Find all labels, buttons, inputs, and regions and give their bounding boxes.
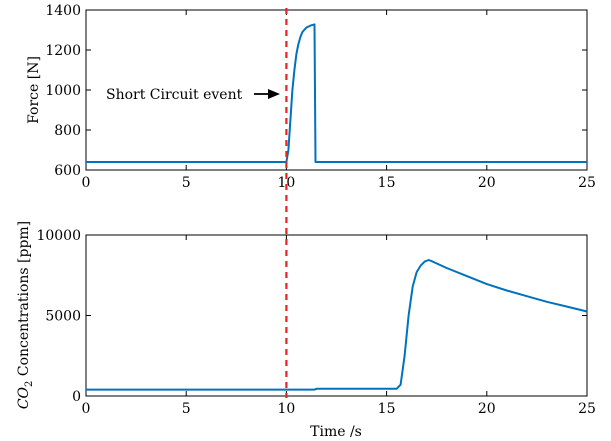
force-x-tick-label: 5: [182, 175, 191, 191]
co2-y-axis-label: CO2 Concentrations [ppm]: [16, 221, 35, 409]
co2-x-tick-label: 5: [182, 401, 191, 417]
short-circuit-annotation: Short Circuit event: [106, 87, 280, 103]
force-y-tick-label: 600: [54, 163, 81, 179]
annotation-arrow-head: [268, 89, 280, 99]
co2-label-main: CO: [16, 386, 32, 409]
co2-x-tick-label: 25: [578, 401, 596, 417]
co2-y-tick-label: 5000: [45, 309, 81, 325]
co2-plot-frame: [85, 234, 588, 397]
force-y-tick-label: 1400: [45, 3, 81, 19]
force-x-tick-label: 15: [378, 175, 396, 191]
short-circuit-label: Short Circuit event: [106, 87, 243, 103]
co2-panel: 0 5 10 15 20 25 0 5000 10000 CO2 Concentrations …: [16, 221, 596, 440]
force-x-tick-label: 0: [82, 175, 91, 191]
co2-series: [86, 259, 588, 391]
co2-axis-ticks: 0 5 10 15 20 25 0 5000 10000: [36, 228, 595, 417]
co2-x-tick-label: 20: [478, 401, 496, 417]
co2-y-tick-label: 10000: [36, 228, 81, 244]
force-axis-ticks: 0 5 10 15 20 25 600 800 1000 1200 1400: [45, 3, 596, 191]
force-panel: 0 5 10 15 20 25 600 800 1000 1200 1400 Force [N] S…: [26, 3, 596, 191]
force-y-tick-label: 1000: [45, 83, 81, 99]
time-x-axis-label: Time /s: [310, 424, 362, 440]
co2-series-line: [86, 259, 588, 391]
force-y-axis-label: Force [N]: [26, 56, 42, 124]
co2-label-sub: 2: [24, 381, 35, 387]
force-x-tick-label: 10: [277, 175, 295, 191]
force-x-tick-label: 25: [578, 175, 596, 191]
force-y-tick-label: 1200: [45, 43, 81, 59]
co2-label-rest: Concentrations [ppm]: [16, 221, 32, 381]
force-y-tick-label: 800: [54, 123, 81, 139]
co2-x-tick-label: 15: [378, 401, 396, 417]
force-x-tick-label: 20: [478, 175, 496, 191]
co2-x-tick-label: 0: [82, 401, 91, 417]
co2-x-tick-label: 10: [277, 401, 295, 417]
co2-y-tick-label: 0: [72, 389, 81, 405]
